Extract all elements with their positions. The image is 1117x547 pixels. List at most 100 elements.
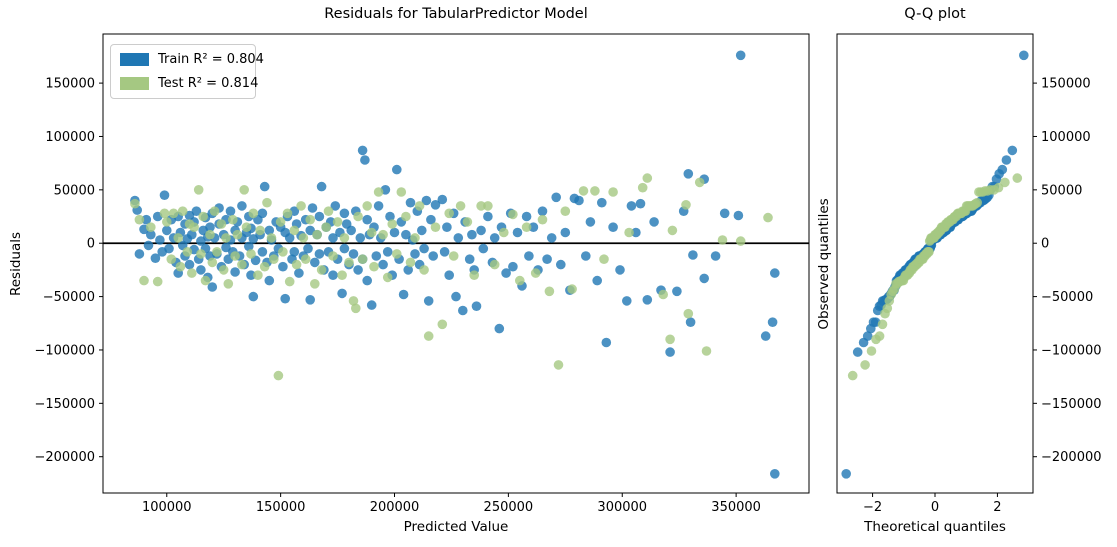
data-point-test bbox=[228, 214, 238, 225]
data-point-train bbox=[417, 225, 427, 236]
data-point-train bbox=[862, 331, 873, 341]
data-point-train bbox=[305, 225, 316, 236]
data-point-train bbox=[196, 236, 206, 246]
y-tick-label: 150000 bbox=[1041, 77, 1091, 92]
data-point-test bbox=[344, 257, 354, 268]
x-tick-label: 250000 bbox=[484, 500, 534, 515]
data-point-train bbox=[289, 247, 300, 257]
data-point-test bbox=[146, 222, 156, 232]
axes-frame bbox=[836, 33, 1034, 494]
data-point-train bbox=[1001, 155, 1012, 165]
data-point-test bbox=[246, 249, 256, 259]
legend: Train R² = 0.804 Test R² = 0.814 bbox=[110, 44, 264, 99]
data-point-train bbox=[389, 227, 400, 238]
data-point-train bbox=[489, 233, 500, 243]
data-point-test bbox=[437, 319, 448, 330]
y-tick-label: 150000 bbox=[45, 77, 95, 92]
data-point-train bbox=[419, 243, 429, 254]
train-color-swatch bbox=[120, 53, 149, 66]
x-tick-label: 100000 bbox=[142, 500, 192, 515]
data-point-test bbox=[483, 201, 493, 211]
x-tick-label: −2 bbox=[863, 500, 882, 515]
data-point-test bbox=[134, 214, 145, 225]
data-point-test bbox=[237, 259, 247, 270]
data-point-test bbox=[205, 229, 215, 240]
x-tick-label: 200000 bbox=[370, 500, 420, 515]
qq-plot-title: Q-Q plot bbox=[904, 6, 966, 22]
data-point-test bbox=[221, 233, 231, 243]
data-point-test bbox=[369, 261, 379, 272]
data-point-train bbox=[841, 469, 851, 479]
data-point-train bbox=[767, 317, 778, 328]
data-point-test bbox=[462, 217, 473, 227]
data-point-train bbox=[205, 222, 215, 232]
data-point-test bbox=[560, 206, 571, 216]
data-point-test bbox=[530, 268, 541, 278]
data-point-test bbox=[182, 247, 193, 257]
data-point-test bbox=[396, 187, 407, 197]
data-point-train bbox=[362, 275, 373, 286]
data-point-train bbox=[592, 275, 602, 286]
data-point-test bbox=[259, 261, 270, 272]
y-tick-label: 50000 bbox=[54, 183, 95, 198]
legend-train-label: Train R² = 0.804 bbox=[158, 52, 264, 67]
data-point-train bbox=[314, 249, 325, 259]
data-point-test bbox=[189, 222, 199, 232]
data-point-test bbox=[681, 200, 691, 210]
data-point-train bbox=[155, 235, 165, 245]
data-point-test bbox=[300, 254, 311, 264]
data-point-train bbox=[401, 229, 411, 240]
data-point-test bbox=[193, 185, 204, 195]
data-point-test bbox=[316, 265, 327, 275]
y-tick-label: 100000 bbox=[45, 130, 95, 145]
data-point-train bbox=[353, 265, 363, 275]
data-point-train bbox=[546, 233, 557, 243]
y-tick-label: −100000 bbox=[34, 343, 95, 358]
data-point-train bbox=[357, 145, 368, 156]
data-point-train bbox=[464, 254, 475, 264]
data-point-test bbox=[387, 219, 398, 229]
data-point-test bbox=[323, 206, 334, 216]
y-tick-label: 50000 bbox=[1041, 183, 1082, 198]
data-point-train bbox=[230, 267, 240, 277]
data-point-test bbox=[266, 233, 277, 243]
data-point-train bbox=[337, 288, 347, 299]
data-point-test bbox=[637, 182, 648, 193]
test-color-swatch bbox=[120, 77, 149, 90]
data-point-test bbox=[321, 222, 332, 232]
data-point-test bbox=[291, 259, 302, 270]
data-point-test bbox=[924, 247, 934, 257]
data-point-train bbox=[257, 247, 268, 257]
data-point-train bbox=[143, 240, 154, 251]
residuals-yaxis-label: Residuals bbox=[8, 231, 24, 297]
data-point-train bbox=[442, 222, 452, 232]
data-point-test bbox=[239, 185, 249, 195]
qq-xaxis-label: Theoretical quantiles bbox=[864, 519, 1006, 535]
data-point-train bbox=[392, 164, 402, 175]
data-point-test bbox=[218, 265, 229, 275]
data-point-test bbox=[353, 211, 363, 222]
data-point-test bbox=[269, 254, 279, 264]
data-point-test bbox=[423, 331, 434, 341]
qq-yaxis-label: Observed quantiles bbox=[816, 198, 832, 330]
data-point-train bbox=[467, 229, 477, 240]
data-point-test bbox=[874, 331, 885, 341]
data-point-train bbox=[246, 270, 256, 281]
data-point-train bbox=[437, 194, 448, 205]
data-point-test bbox=[866, 346, 877, 356]
data-point-train bbox=[622, 296, 632, 306]
data-point-train bbox=[248, 291, 259, 302]
data-point-train bbox=[719, 208, 730, 219]
data-point-train bbox=[360, 155, 370, 165]
data-point-test bbox=[248, 208, 259, 219]
data-point-train bbox=[451, 291, 461, 302]
data-point-test bbox=[175, 261, 186, 272]
legend-item-train: Train R² = 0.804 bbox=[120, 52, 264, 67]
data-point-test bbox=[187, 268, 197, 278]
data-point-train bbox=[997, 164, 1008, 175]
data-point-train bbox=[642, 295, 653, 305]
data-point-train bbox=[305, 295, 316, 305]
data-point-train bbox=[471, 301, 482, 312]
